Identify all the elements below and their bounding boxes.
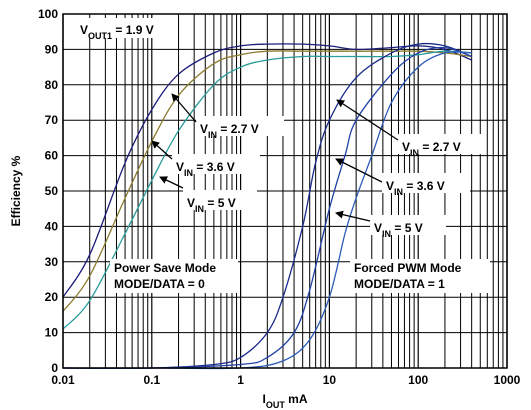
annotation-label: VIN = 5 V <box>187 196 236 214</box>
annotation-arrow <box>336 159 382 182</box>
y-tick-label: 50 <box>45 184 59 198</box>
y-tick-label: 100 <box>38 7 58 21</box>
y-tick-label: 90 <box>45 42 59 56</box>
mode-label-line: Power Save Mode <box>114 261 216 275</box>
y-tick-label: 70 <box>45 113 59 127</box>
x-tick-label: 0.01 <box>51 373 75 387</box>
y-tick-label: 30 <box>45 255 59 269</box>
y-tick-label: 40 <box>45 219 59 233</box>
x-tick-label: 1 <box>237 373 244 387</box>
tick-labels: 0.01 0.1 1 10 100 1000 0 10 20 30 40 50 60 70 80 90 100 <box>38 7 521 387</box>
x-tick-label: 100 <box>408 373 428 387</box>
y-tick-label: 80 <box>45 78 59 92</box>
annotation-arrow <box>336 213 370 221</box>
y-tick-label: 0 <box>51 361 58 375</box>
y-tick-label: 20 <box>45 290 59 304</box>
mode-label-line: MODE/DATA = 0 <box>114 277 205 291</box>
mode-label-line: Forced PWM Mode <box>354 261 462 275</box>
annotation-arrow <box>160 177 183 188</box>
y-tick-label: 10 <box>45 326 59 340</box>
y-tick-label: 60 <box>45 149 59 163</box>
x-tick-label: 0.1 <box>143 373 160 387</box>
annotation-arrow <box>152 141 172 159</box>
x-axis-label: IOUT mA <box>262 392 307 410</box>
x-tick-label: 1000 <box>494 373 521 387</box>
y-axis-label: Efficiency % <box>9 155 23 226</box>
mode-label-line: MODE/DATA = 1 <box>354 277 445 291</box>
annotation-arrow <box>172 94 196 122</box>
x-tick-label: 10 <box>323 373 337 387</box>
